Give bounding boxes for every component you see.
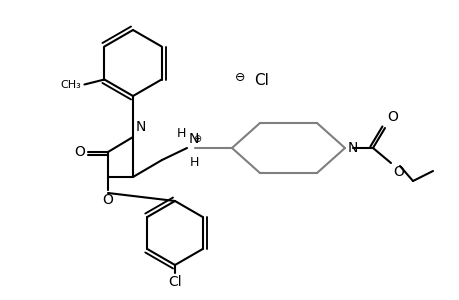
Text: O: O [74,145,85,159]
Text: ⊖: ⊖ [234,70,245,83]
Text: CH₃: CH₃ [61,80,81,89]
Text: Cl: Cl [253,73,269,88]
Text: Cl: Cl [168,275,181,289]
Text: H: H [190,156,199,169]
Text: N: N [347,141,358,155]
Text: O: O [102,193,113,207]
Text: H: H [176,127,185,140]
Text: N: N [189,132,199,146]
Text: ⊕: ⊕ [192,134,201,144]
Text: O: O [392,165,403,179]
Text: N: N [136,120,146,134]
Text: O: O [386,110,397,124]
